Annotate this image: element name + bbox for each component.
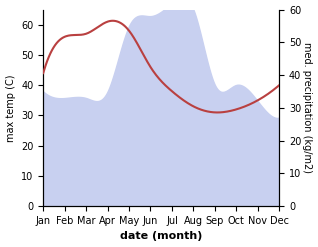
X-axis label: date (month): date (month) [120,231,203,242]
Y-axis label: med. precipitation (kg/m2): med. precipitation (kg/m2) [302,42,313,173]
Y-axis label: max temp (C): max temp (C) [5,74,16,142]
